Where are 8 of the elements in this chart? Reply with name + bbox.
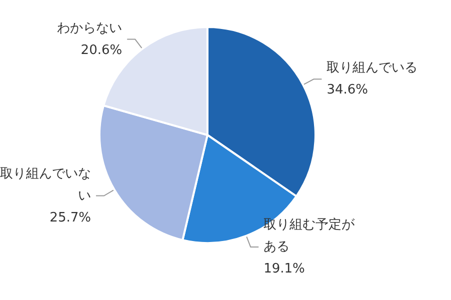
data-label: 20.6% xyxy=(80,42,122,58)
slice-label: 取り組んでいない xyxy=(0,166,91,204)
slice-label: 取り組む予定がある xyxy=(264,217,356,254)
data-label: 34.6% xyxy=(326,82,368,98)
slice-label: わからない xyxy=(57,20,122,36)
data-label: 25.7% xyxy=(50,210,91,226)
slice-label: 取り組んでいる xyxy=(326,60,418,76)
data-label: 19.1% xyxy=(264,261,305,276)
